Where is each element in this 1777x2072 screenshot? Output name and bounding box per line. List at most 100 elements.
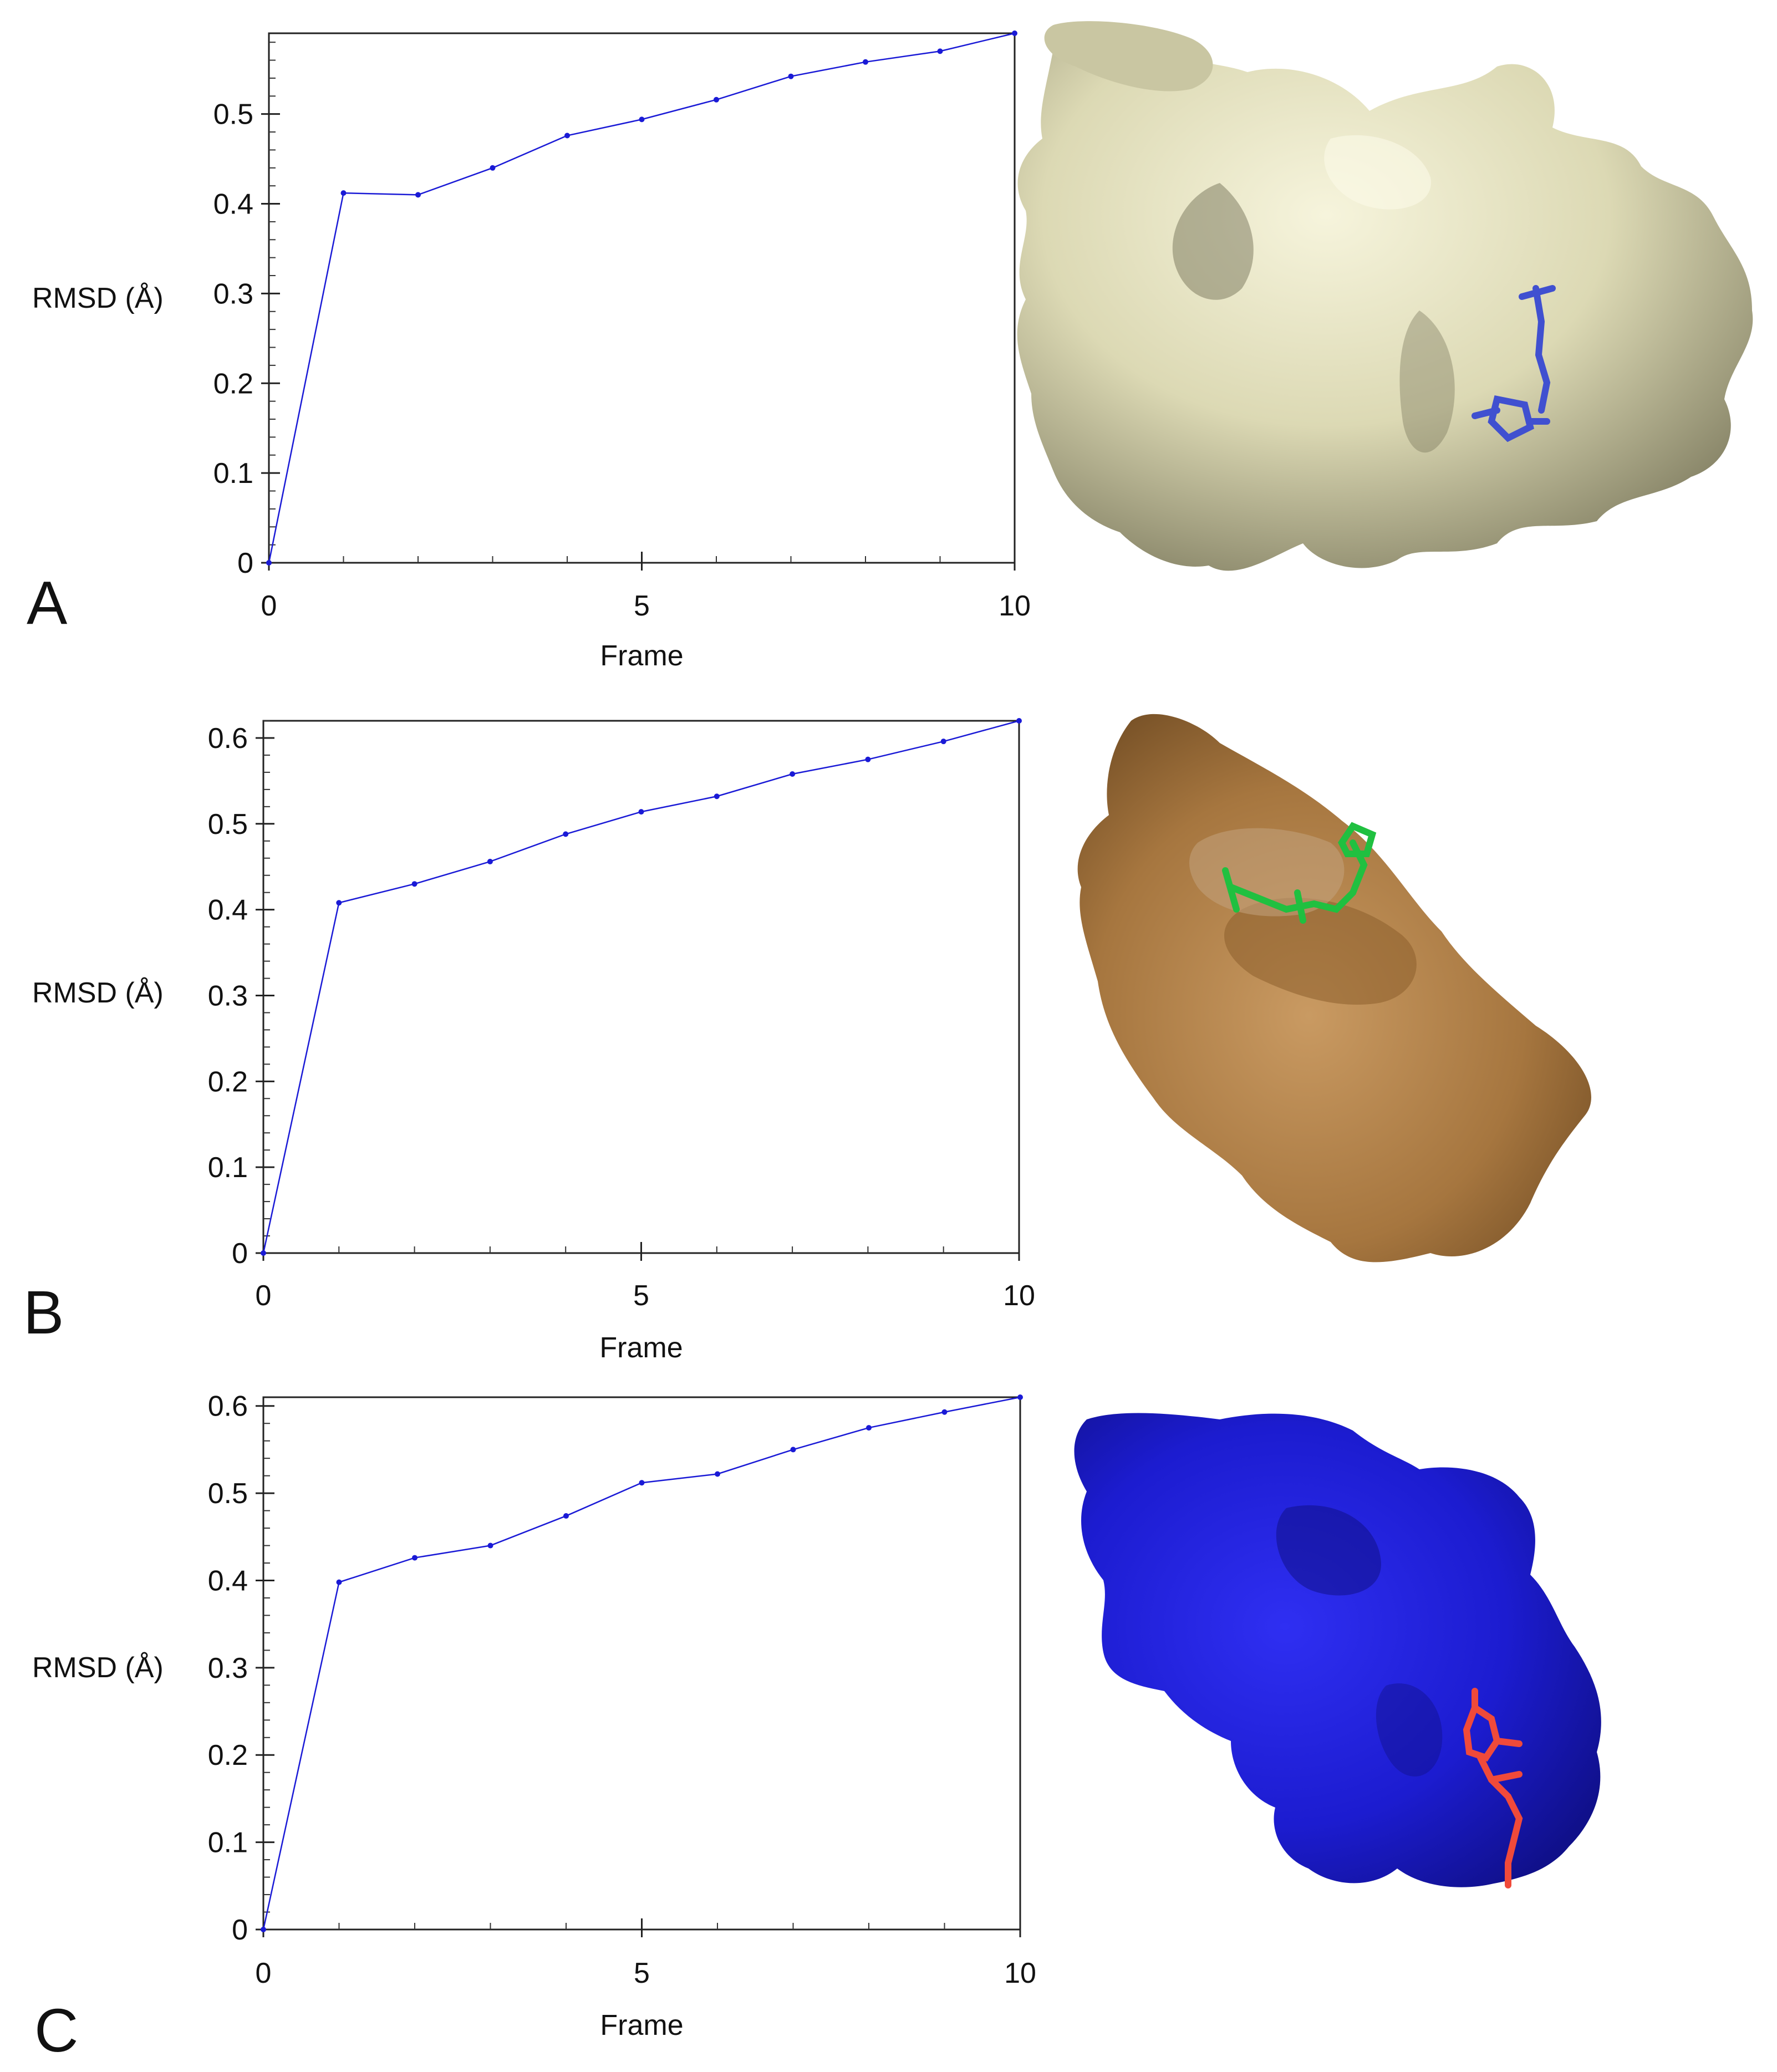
panel-letter-b: B: [23, 1279, 64, 1347]
data-point: [940, 739, 946, 745]
y-tick-label: 0.6: [208, 1391, 248, 1423]
data-point: [340, 190, 347, 196]
data-point: [1016, 718, 1022, 724]
y-tick-label: 0.6: [208, 722, 248, 755]
protein-shadow-a: [1172, 183, 1254, 300]
data-point: [639, 116, 645, 123]
x-tick-label: 5: [633, 1280, 649, 1312]
data-point: [714, 793, 720, 800]
data-point: [261, 1927, 266, 1932]
y-tick-label: 0.4: [213, 189, 253, 221]
data-point: [336, 1579, 342, 1585]
protein-surface-b: [1077, 714, 1591, 1262]
panel-b: 0 0.1 0.2 0.3 0.4 0.5 0.6 0 5 10 Frame RMSD (Å) B: [23, 714, 1591, 1364]
panel-letter-c: C: [34, 1997, 78, 2065]
data-point: [261, 1250, 266, 1256]
data-point: [638, 809, 644, 815]
data-point: [266, 560, 272, 566]
x-axis-title: Frame: [600, 640, 683, 672]
y-tick-label: 0: [232, 1914, 248, 1946]
ligand-c: [1463, 1688, 1523, 1888]
ligand-a: [1472, 285, 1556, 442]
series-line: [262, 720, 1020, 1254]
protein-pocket-b: [1189, 828, 1345, 917]
x-tick-label: 10: [999, 590, 1031, 622]
data-point: [412, 1555, 417, 1561]
x-tick-label: 0: [261, 590, 277, 622]
plot-frame: [268, 32, 1016, 564]
rmsd-chart-c: 0 0.1 0.2 0.3 0.4 0.5 0.6 0 5 10 Frame RMSD (Å): [32, 1391, 1036, 2042]
data-point: [788, 73, 794, 79]
plot-frame: [262, 720, 1020, 1254]
panel-letter-a: A: [27, 569, 68, 637]
data-point: [866, 1425, 872, 1431]
x-tick-label: 5: [634, 590, 650, 622]
x-tick-label: 0: [256, 1280, 272, 1312]
y-tick-label: 0: [237, 547, 253, 579]
x-axis-title: Frame: [600, 2009, 683, 2042]
x-axis-title: Frame: [599, 1332, 683, 1364]
protein-surface-shape-c: [1074, 1413, 1601, 1887]
panel-a: 0 0.1 0.2 0.3 0.4 0.5 0 5 10 Frame RMSD (Å) A: [27, 21, 1753, 672]
y-tick-label: 0.5: [208, 808, 248, 841]
protein-shadow-c: [1276, 1505, 1381, 1596]
y-axis-title: RMSD (Å): [32, 1652, 164, 1684]
data-point: [490, 165, 496, 171]
y-tick-label: 0: [232, 1238, 248, 1270]
y-tick-label: 0.2: [213, 368, 253, 400]
y-tick-label: 0.2: [208, 1066, 248, 1098]
data-point: [714, 96, 719, 103]
protein-surface-shape-a: [1017, 23, 1753, 571]
panel-c: 0 0.1 0.2 0.3 0.4 0.5 0.6 0 5 10 Frame RMSD (Å) C: [32, 1391, 1601, 2065]
data-point: [790, 1447, 796, 1453]
data-point: [937, 48, 943, 54]
data-point: [715, 1471, 720, 1477]
x-tick-label: 10: [1003, 1280, 1035, 1312]
protein-shadow-c-2: [1376, 1683, 1443, 1776]
data-point: [411, 881, 417, 887]
y-tick-label: 0.2: [208, 1739, 248, 1771]
data-point: [563, 1513, 569, 1519]
protein-fold-b: [1224, 898, 1417, 1005]
data-point: [336, 900, 342, 906]
protein-surface-arm-a: [1044, 21, 1213, 91]
y-tick-label: 0.4: [208, 1565, 248, 1597]
data-point: [564, 133, 570, 139]
y-tick-label: 0.4: [208, 894, 248, 926]
data-point: [563, 831, 569, 837]
y-axis-title: RMSD (Å): [32, 282, 164, 314]
y-tick-label: 0.3: [213, 278, 253, 310]
data-point: [639, 1480, 645, 1486]
protein-shadow-a-2: [1399, 310, 1455, 453]
protein-surface-a: [1017, 21, 1753, 571]
data-point: [865, 756, 871, 762]
data-point: [1012, 30, 1017, 36]
y-tick-label: 0.1: [208, 1827, 248, 1859]
data-point: [415, 192, 421, 198]
data-point: [790, 771, 796, 777]
x-tick-label: 10: [1004, 1957, 1036, 1989]
x-tick-label: 5: [634, 1957, 650, 1989]
data-point: [487, 858, 493, 864]
series-line: [262, 1396, 1021, 1930]
series-line: [268, 32, 1015, 563]
data-point: [487, 1542, 493, 1549]
ligand-b: [1222, 822, 1377, 924]
y-tick-label: 0.5: [213, 99, 253, 131]
data-point: [1017, 1394, 1023, 1400]
data-point: [941, 1409, 948, 1415]
protein-surface-c: [1074, 1413, 1601, 1888]
protein-highlight-a: [1324, 135, 1431, 210]
data-point: [863, 59, 868, 65]
rmsd-chart-b: 0 0.1 0.2 0.3 0.4 0.5 0.6 0 5 10 Frame RMSD (Å): [32, 718, 1035, 1364]
y-tick-label: 0.1: [208, 1152, 248, 1184]
rmsd-chart-a: 0 0.1 0.2 0.3 0.4 0.5 0 5 10 Frame RMSD (Å): [32, 30, 1031, 672]
y-tick-label: 0.3: [208, 1652, 248, 1684]
x-tick-label: 0: [256, 1957, 272, 1989]
plot-frame: [262, 1396, 1021, 1931]
y-tick-label: 0.3: [208, 980, 248, 1012]
y-tick-label: 0.1: [213, 457, 253, 490]
y-tick-label: 0.5: [208, 1478, 248, 1510]
y-axis-title: RMSD (Å): [32, 977, 164, 1009]
